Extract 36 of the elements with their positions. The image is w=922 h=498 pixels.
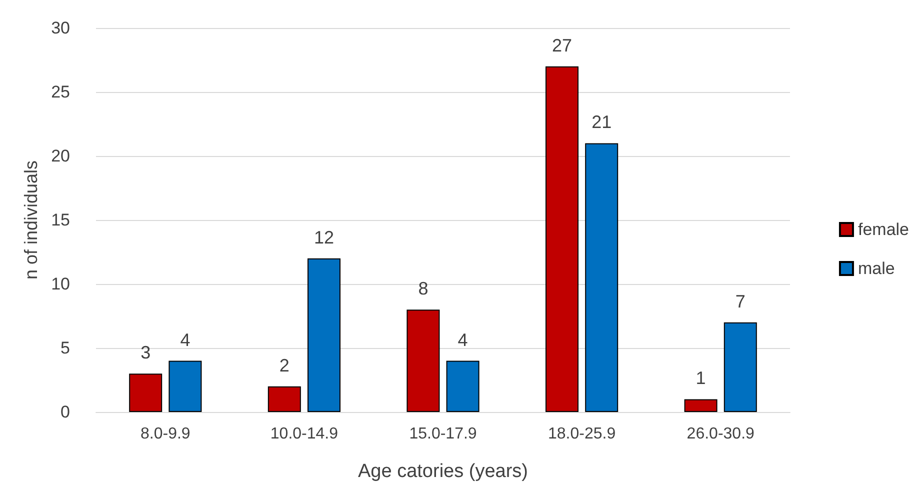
y-tick-label: 5 <box>60 338 70 358</box>
bar <box>168 360 202 412</box>
data-label: 7 <box>735 291 746 312</box>
x-tick-label: 26.0-30.9 <box>686 426 755 442</box>
x-axis-title: Age catories (years) <box>358 461 528 482</box>
y-tick-label: 10 <box>51 274 70 294</box>
data-label: 2 <box>279 355 290 376</box>
data-label: 3 <box>140 342 151 363</box>
bar <box>406 310 440 412</box>
data-label: 21 <box>592 112 612 132</box>
bar <box>546 66 578 412</box>
bar <box>585 143 618 412</box>
bar <box>268 386 301 412</box>
y-tick-label: 15 <box>51 210 70 230</box>
y-tick-label: 30 <box>51 18 70 38</box>
bar <box>446 360 480 412</box>
x-tick-label: 10.0-14.9 <box>270 426 338 442</box>
x-tick-label: 15.0-17.9 <box>409 426 477 442</box>
y-tick-label: 25 <box>51 82 70 102</box>
data-label: 4 <box>180 330 190 350</box>
legend-label: female <box>858 220 910 239</box>
data-label: 27 <box>552 35 572 56</box>
data-label: 4 <box>458 330 468 350</box>
y-tick-label: 20 <box>51 146 70 166</box>
bar <box>684 399 718 412</box>
data-label: 12 <box>314 227 334 248</box>
bar <box>308 258 340 412</box>
x-tick-label: 8.0-9.9 <box>140 426 190 442</box>
y-tick-label: 0 <box>60 402 70 422</box>
legend-label: male <box>858 259 895 278</box>
data-label: 8 <box>418 278 428 299</box>
bar <box>129 374 162 412</box>
x-tick-label: 18.0-25.9 <box>548 426 616 442</box>
y-axis-title: n of individuals <box>21 160 42 280</box>
data-label: 1 <box>696 368 706 388</box>
bar <box>724 322 757 412</box>
